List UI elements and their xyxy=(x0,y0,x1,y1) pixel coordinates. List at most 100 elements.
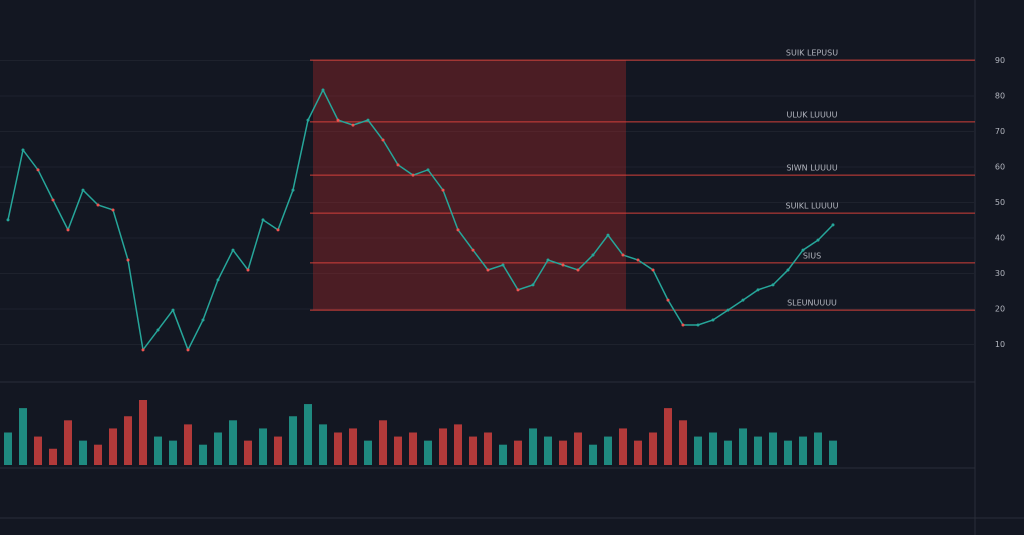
range-zone xyxy=(313,60,626,311)
volume-bar xyxy=(319,424,327,465)
price-point xyxy=(156,328,160,332)
price-point xyxy=(6,218,10,222)
price-point xyxy=(816,238,820,242)
y-tick-label: 40 xyxy=(995,234,1005,243)
volume-bar xyxy=(754,436,762,465)
volume-bar xyxy=(19,408,27,465)
volume-bar xyxy=(49,448,57,465)
price-point xyxy=(486,268,490,272)
volume-bar xyxy=(124,416,132,465)
volume-bar xyxy=(139,400,147,465)
volume-bar xyxy=(214,432,222,465)
price-point xyxy=(621,253,625,257)
price-point xyxy=(831,223,835,227)
price-point xyxy=(396,163,400,167)
volume-bar xyxy=(199,444,207,465)
volume-bar xyxy=(439,428,447,465)
volume-bar xyxy=(694,436,702,465)
volume-bar xyxy=(334,432,342,465)
price-point xyxy=(426,168,430,172)
volume-bar xyxy=(514,440,522,465)
price-point xyxy=(516,288,520,292)
price-point xyxy=(576,268,580,272)
volume-bar xyxy=(829,440,837,465)
volume-bar xyxy=(184,424,192,465)
y-tick-label: 90 xyxy=(995,56,1005,65)
volume-bar xyxy=(169,440,177,465)
volume-bar xyxy=(544,436,552,465)
volume-bar xyxy=(394,436,402,465)
volume-bar xyxy=(379,420,387,465)
price-point xyxy=(561,263,565,267)
price-point xyxy=(441,188,445,192)
volume-bar xyxy=(664,408,672,465)
volume-bar xyxy=(364,440,372,465)
volume-bar xyxy=(499,444,507,465)
volume-bar xyxy=(259,428,267,465)
volume-bar xyxy=(409,432,417,465)
price-point xyxy=(201,318,205,322)
price-point xyxy=(651,268,655,272)
volume-bar xyxy=(814,432,822,465)
volume-bar xyxy=(604,436,612,465)
volume-bar xyxy=(304,404,312,465)
price-point xyxy=(126,258,130,262)
volume-bar xyxy=(769,432,777,465)
y-tick-label: 20 xyxy=(995,305,1005,314)
volume-bar xyxy=(589,444,597,465)
y-tick-label: 50 xyxy=(995,198,1005,207)
price-point xyxy=(771,283,775,287)
price-point xyxy=(606,233,610,237)
price-point xyxy=(276,228,280,232)
volume-bar xyxy=(454,424,462,465)
volume-bar xyxy=(679,420,687,465)
price-point xyxy=(51,198,55,202)
volume-bar xyxy=(469,436,477,465)
volume-bar xyxy=(634,440,642,465)
price-point xyxy=(66,228,70,232)
volume-bar xyxy=(619,428,627,465)
volume-bar xyxy=(4,432,12,465)
level-label: SLEUNUUUU xyxy=(787,299,837,308)
price-point xyxy=(321,88,325,92)
price-point xyxy=(681,323,685,327)
volume-bar xyxy=(484,432,492,465)
price-point xyxy=(726,308,730,312)
price-point xyxy=(306,118,310,122)
y-tick-label: 70 xyxy=(995,127,1005,136)
price-point xyxy=(336,118,340,122)
price-point xyxy=(291,188,295,192)
level-label: SIUS xyxy=(803,251,821,260)
price-point xyxy=(96,203,100,207)
volume-bar xyxy=(529,428,537,465)
volume-bar xyxy=(799,436,807,465)
volume-bar xyxy=(274,436,282,465)
price-point xyxy=(111,208,115,212)
level-label: ULUK LUUUU xyxy=(786,110,837,119)
y-tick-label: 80 xyxy=(995,92,1005,101)
price-point xyxy=(546,258,550,262)
volume-bar xyxy=(94,444,102,465)
price-point xyxy=(666,298,670,302)
price-point xyxy=(501,263,505,267)
volume-bar xyxy=(724,440,732,465)
volume-bar xyxy=(709,432,717,465)
y-tick-label: 10 xyxy=(995,340,1005,349)
price-point xyxy=(231,248,235,252)
price-point xyxy=(366,118,370,122)
price-point xyxy=(786,268,790,272)
price-point xyxy=(531,283,535,287)
y-tick-label: 60 xyxy=(995,163,1005,172)
price-point xyxy=(261,218,265,222)
level-label: SIWN LUUUU xyxy=(786,164,838,173)
price-point xyxy=(21,148,25,152)
volume-bar xyxy=(229,420,237,465)
volume-bar xyxy=(289,416,297,465)
volume-bar xyxy=(109,428,117,465)
price-point xyxy=(471,248,475,252)
price-point xyxy=(741,298,745,302)
volume-bar xyxy=(649,432,657,465)
price-point xyxy=(81,188,85,192)
level-label: SUIKL LUUUU xyxy=(785,202,838,211)
